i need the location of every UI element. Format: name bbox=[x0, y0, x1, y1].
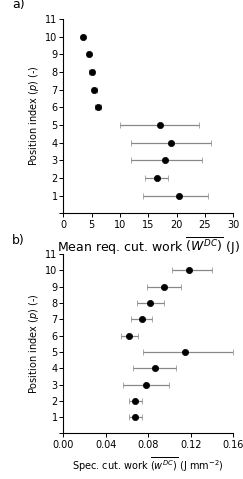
X-axis label: Spec. cut. work $\overline{(w^{DC})}$ (J mm$^{-2}$): Spec. cut. work $\overline{(w^{DC})}$ (J… bbox=[72, 456, 224, 474]
Text: a): a) bbox=[12, 0, 25, 11]
Y-axis label: Position index $(p)$ (-): Position index $(p)$ (-) bbox=[27, 294, 41, 394]
Y-axis label: Position index $(p)$ (-): Position index $(p)$ (-) bbox=[27, 66, 41, 166]
X-axis label: Mean req. cut. work $\overline{(W^{DC})}$ (J): Mean req. cut. work $\overline{(W^{DC})}… bbox=[57, 236, 240, 257]
Text: b): b) bbox=[12, 234, 25, 247]
